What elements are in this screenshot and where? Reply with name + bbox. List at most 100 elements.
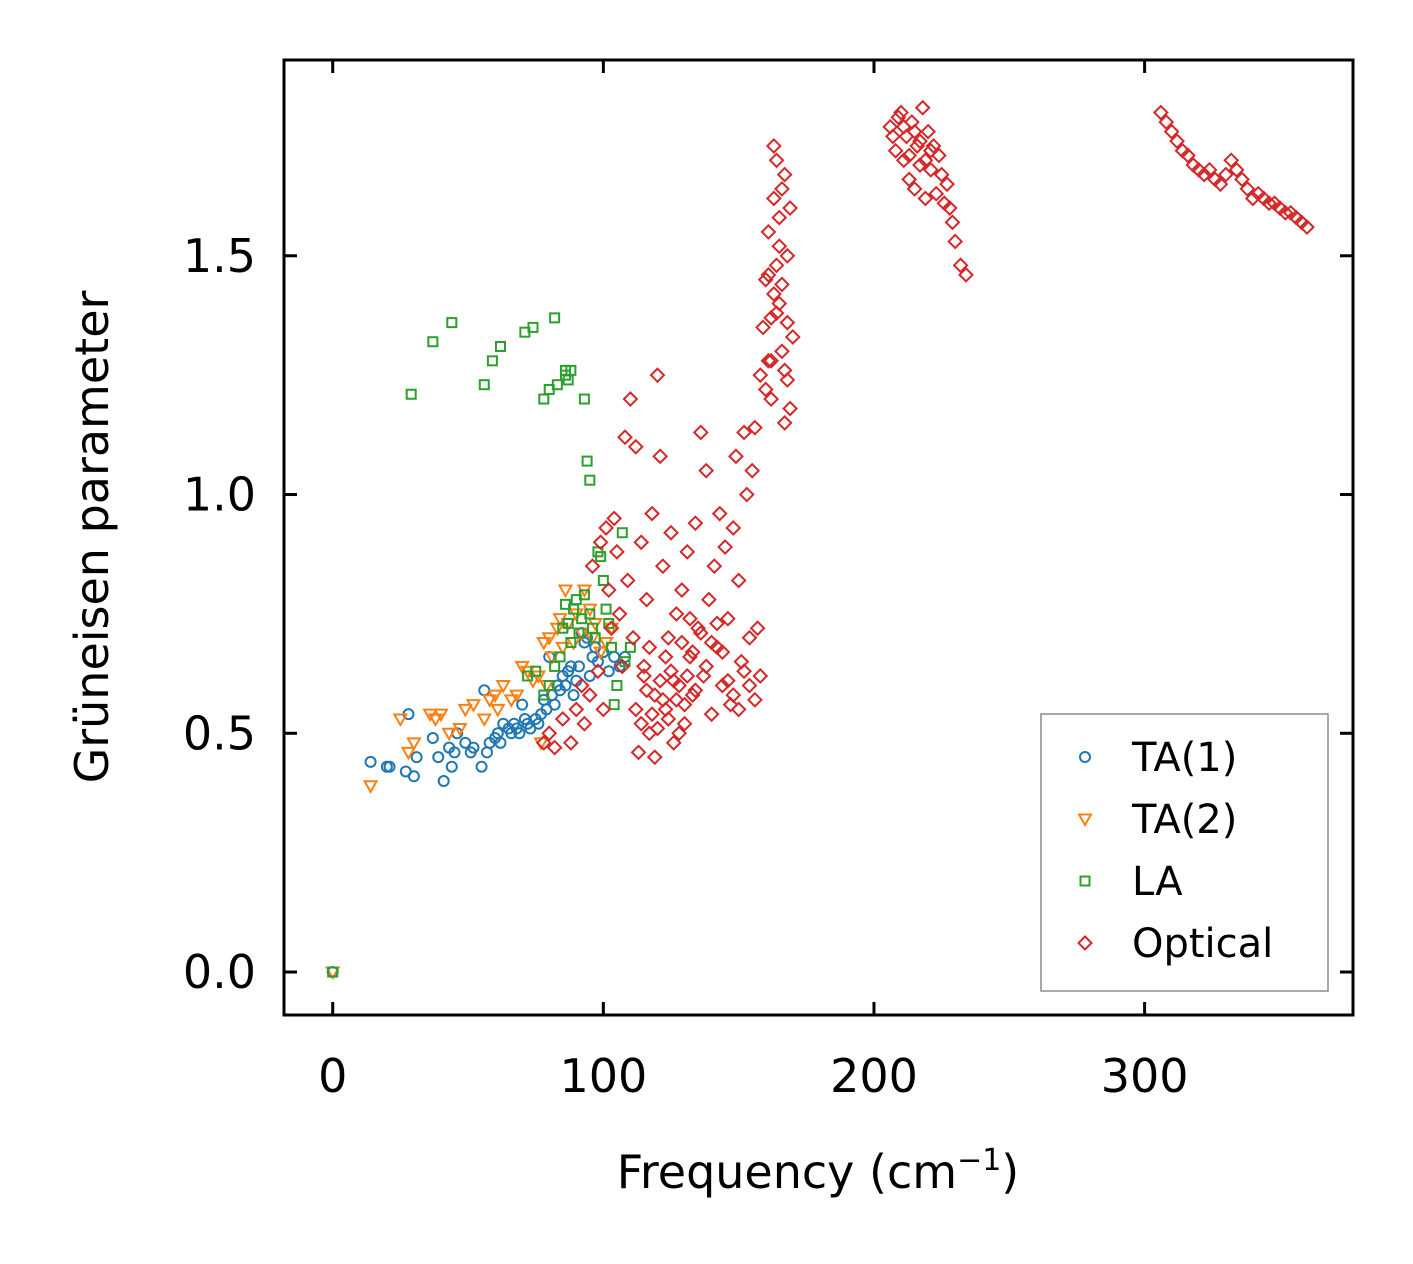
data-point xyxy=(445,760,458,773)
data-point xyxy=(1196,166,1213,183)
data-point xyxy=(407,770,420,783)
data-point xyxy=(736,424,752,441)
data-point xyxy=(757,271,774,288)
data-point xyxy=(776,362,793,379)
data-point xyxy=(695,668,712,684)
data-point xyxy=(684,644,701,661)
data-point xyxy=(779,247,796,264)
data-point xyxy=(551,379,563,391)
data-point xyxy=(738,486,755,503)
data-point xyxy=(590,663,606,680)
legend-marker xyxy=(1079,751,1091,763)
data-point xyxy=(776,414,793,431)
data-point xyxy=(554,711,571,727)
data-point xyxy=(592,534,609,551)
y-tick-label: 1.5 xyxy=(183,229,256,283)
data-point xyxy=(503,694,520,708)
data-point xyxy=(698,462,715,479)
data-point xyxy=(711,505,728,522)
data-point xyxy=(928,185,945,202)
data-point xyxy=(426,732,439,745)
x-tick-label: 300 xyxy=(1101,1049,1189,1103)
data-point xyxy=(476,713,492,727)
x-axis-title-superscript: −1 xyxy=(957,1143,1001,1178)
data-point xyxy=(922,142,939,159)
data-point xyxy=(641,639,658,656)
data-point xyxy=(698,658,715,675)
data-point xyxy=(920,123,937,140)
data-point xyxy=(901,171,918,188)
data-point xyxy=(611,605,628,622)
data-point xyxy=(673,634,690,651)
data-point xyxy=(649,720,666,737)
data-point xyxy=(327,966,339,978)
data-point xyxy=(760,223,777,240)
data-point xyxy=(646,687,663,703)
x-tick-label: 200 xyxy=(830,1049,918,1103)
data-point xyxy=(1234,171,1250,188)
data-point xyxy=(700,591,717,608)
data-point xyxy=(690,620,706,637)
data-point xyxy=(481,694,498,708)
data-point xyxy=(562,617,574,629)
data-point xyxy=(885,128,901,145)
data-point xyxy=(383,760,396,773)
data-point xyxy=(679,668,696,684)
data-point xyxy=(1158,114,1175,130)
data-point xyxy=(364,755,377,768)
data-point xyxy=(581,455,593,467)
data-point xyxy=(1277,204,1294,221)
data-point xyxy=(779,314,796,331)
data-point xyxy=(478,684,491,697)
data-point xyxy=(912,133,928,150)
data-point xyxy=(714,677,731,694)
data-point xyxy=(703,706,720,723)
data-point xyxy=(576,715,593,732)
data-point xyxy=(490,703,506,718)
data-point xyxy=(652,448,669,465)
data-point xyxy=(516,698,529,711)
data-point xyxy=(782,200,798,216)
data-point xyxy=(774,343,790,360)
data-point xyxy=(636,668,652,684)
data-point xyxy=(779,372,796,388)
data-point xyxy=(446,317,458,329)
data-point xyxy=(654,558,671,575)
data-point xyxy=(774,181,790,197)
data-point xyxy=(768,305,785,321)
data-point xyxy=(441,727,457,742)
data-point xyxy=(616,527,628,539)
data-point xyxy=(617,429,633,446)
legend-marker xyxy=(1079,875,1091,887)
data-point xyxy=(771,238,788,255)
data-point xyxy=(917,190,934,207)
data-point xyxy=(668,691,685,708)
data-point xyxy=(890,109,907,126)
data-point xyxy=(622,391,639,407)
series-ta-1 xyxy=(326,627,631,979)
data-point xyxy=(559,679,572,692)
data-point xyxy=(633,715,650,732)
data-point xyxy=(763,309,780,326)
data-point xyxy=(922,161,939,178)
data-point xyxy=(603,622,620,637)
data-point xyxy=(906,123,923,140)
legend-marker xyxy=(1077,813,1093,828)
data-point xyxy=(706,558,723,575)
data-point xyxy=(448,746,461,759)
data-point xyxy=(614,658,631,675)
data-point xyxy=(722,696,739,713)
data-point xyxy=(611,680,623,692)
data-point xyxy=(765,190,782,207)
data-point xyxy=(944,214,961,231)
data-point xyxy=(657,648,674,665)
data-point xyxy=(654,691,671,708)
plot-marks xyxy=(324,99,1315,981)
data-point xyxy=(465,699,482,713)
series-ta-2 xyxy=(324,584,620,981)
data-point xyxy=(584,474,596,486)
data-point xyxy=(584,558,601,575)
data-point xyxy=(958,266,974,283)
data-point xyxy=(893,104,909,121)
data-point xyxy=(676,696,693,713)
